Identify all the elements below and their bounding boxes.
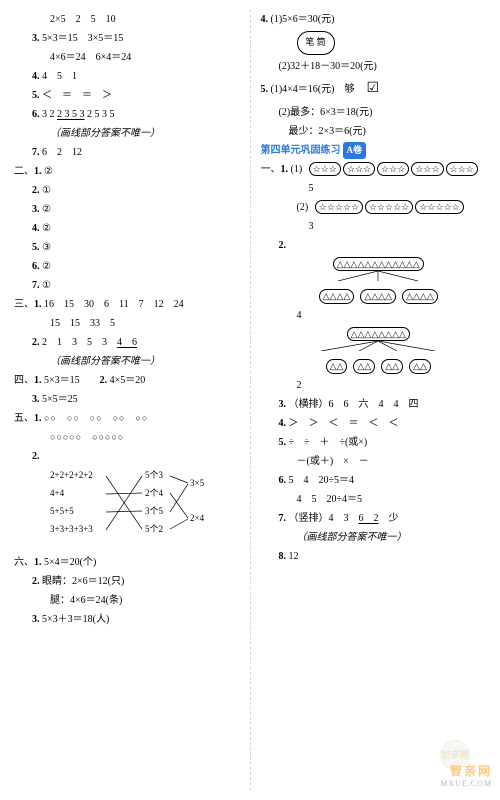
line: 3. （横排）6 6 六 4 4 四 — [261, 395, 487, 414]
tree-1: △△△△△△△△△△△△ △△△△△△△△△△△△ — [271, 257, 487, 304]
unit-header: 第四单元巩固练习A卷 — [261, 141, 487, 160]
svg-text:5个3: 5个3 — [145, 470, 164, 480]
line: 8. 12 — [261, 547, 487, 566]
line: 2. ① — [14, 181, 240, 200]
line: (2)32＋18－30＝20(元) — [261, 57, 487, 76]
left-column: 2×5 2 5 10 3. 5×3＝15 3×5＝15 4×6＝24 6×4＝2… — [14, 10, 251, 790]
check-icon: ☑ — [366, 76, 379, 103]
line: 5. (1)4×4＝16(元) 够 ☑ — [261, 76, 487, 103]
line: 3. 5×3＋3＝18(人) — [14, 610, 240, 629]
line: 3. 5×3＝15 3×5＝15 — [14, 29, 240, 48]
section-3: 三、1. 16 15 30 6 11 7 12 24 — [14, 295, 240, 314]
note: （画线部分答案不唯一） — [261, 528, 487, 547]
section-6: 六、1. 5×4＝20(个) — [14, 553, 240, 572]
tree-2: △△△△△△△△ △△△△△△△△ — [271, 327, 487, 374]
line: 15 15 33 5 — [14, 314, 240, 333]
line: 5. ＜ ＝ ＝ ＞ — [14, 86, 240, 105]
line: 最少：2×3＝6(元) — [261, 122, 487, 141]
page: 2×5 2 5 10 3. 5×3＝15 3×5＝15 4×6＝24 6×4＝2… — [0, 0, 500, 800]
note: （画线部分答案不唯一） — [14, 124, 240, 143]
line: －(或＋) × － — [261, 452, 487, 471]
line: 6. ② — [14, 257, 240, 276]
svg-text:2+2+2+2+2: 2+2+2+2+2 — [50, 470, 93, 480]
svg-text:2个4: 2个4 — [145, 488, 164, 498]
watermark-text: 智亲网 — [440, 762, 492, 779]
line: 2. 2 1 3 5 3 4 6 — [14, 333, 240, 352]
line: 5. ③ — [14, 238, 240, 257]
section-2: 二、1. ② — [14, 162, 240, 181]
line: 7. （竖排）4 3 6 2 少 — [261, 509, 487, 528]
oval-image: 笔 筒 — [297, 31, 335, 55]
line: (2)最多：6×3＝18(元) — [261, 103, 487, 122]
line: 4. ② — [14, 219, 240, 238]
line: 5. ÷ ÷ ＋ ÷(或×) — [261, 433, 487, 452]
match-diagram: 2+2+2+2+2 4+4 5+5+5 3+3+3+3+3 5个3 2个4 3个… — [50, 466, 220, 546]
answer: 2 — [261, 376, 487, 395]
section-5: 五、1. ○○ ○○ ○○ ○○ ○○ — [14, 409, 240, 428]
line: ○○○○○ ○○○○○ — [14, 428, 240, 447]
watermark: 智亲网 MXUE.COM — [440, 762, 492, 788]
right-column: 4. (1)5×6＝30(元) 笔 筒 (2)32＋18－30＝20(元) 5.… — [251, 10, 487, 790]
answer: 3 — [261, 217, 487, 236]
line: 腿：4×6＝24(条) — [14, 591, 240, 610]
svg-text:4+4: 4+4 — [50, 488, 65, 498]
line: 4. 4 5 1 — [14, 67, 240, 86]
line: 6. 3 2 2 3 5 3 2 5 3 5 — [14, 105, 240, 124]
line: 4. ＞ ＞ ＜ ＝ ＜ ＜ — [261, 414, 487, 433]
section-4: 四、1. 5×3＝15 2. 4×5＝20 — [14, 371, 240, 390]
svg-text:5个2: 5个2 — [145, 524, 163, 534]
line: 3. 5×5＝25 — [14, 390, 240, 409]
line: 4 5 20÷4＝5 — [261, 490, 487, 509]
section-1: 一、1. (1) ☆☆☆☆☆☆☆☆☆☆☆☆☆☆☆ — [261, 160, 487, 179]
line: 2. — [261, 236, 487, 255]
watermark-url: MXUE.COM — [440, 779, 492, 788]
line: 2. — [14, 447, 240, 466]
svg-text:3×5: 3×5 — [190, 478, 205, 488]
answer: 5 — [261, 179, 487, 198]
line: 2. 眼睛：2×6＝12(只) — [14, 572, 240, 591]
answer: 4 — [261, 306, 487, 325]
line: 6. 5 4 20÷5＝4 — [261, 471, 487, 490]
svg-text:2×4: 2×4 — [190, 513, 205, 523]
svg-text:5+5+5: 5+5+5 — [50, 506, 74, 516]
svg-text:3+3+3+3+3: 3+3+3+3+3 — [50, 524, 93, 534]
line: 2×5 2 5 10 — [14, 10, 240, 29]
badge: A卷 — [343, 142, 367, 159]
line: 4. (1)5×6＝30(元) — [261, 10, 487, 29]
svg-text:3个5: 3个5 — [145, 506, 164, 516]
line: 3. ② — [14, 200, 240, 219]
line: 7. ① — [14, 276, 240, 295]
line: 7. 6 2 12 — [14, 143, 240, 162]
note: （画线部分答案不唯一） — [14, 352, 240, 371]
line: 4×6＝24 6×4＝24 — [14, 48, 240, 67]
line: (2) ☆☆☆☆☆☆☆☆☆☆☆☆☆☆☆ — [261, 198, 487, 217]
